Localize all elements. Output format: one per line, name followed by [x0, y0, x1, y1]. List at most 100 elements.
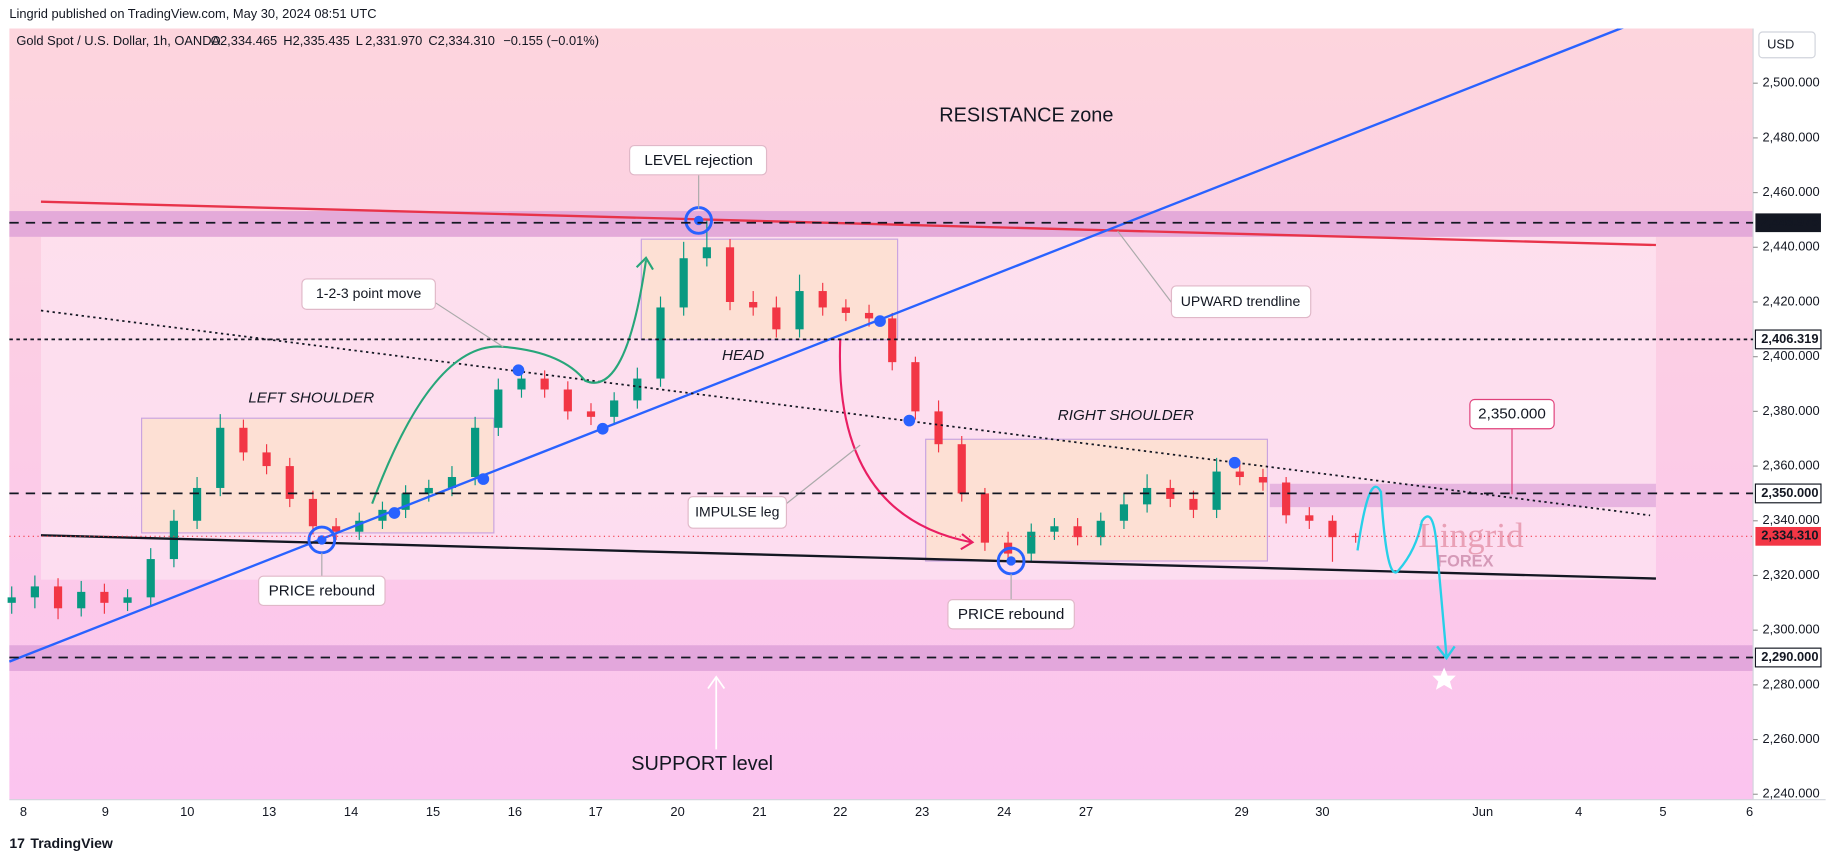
- candle-body: [1351, 535, 1360, 538]
- candle-body: [610, 400, 619, 417]
- y-tick-label: 2,460.000: [1762, 184, 1819, 199]
- price-axis: [1753, 28, 1826, 800]
- x-tick-label: 30: [1315, 804, 1329, 819]
- candle-body: [540, 378, 549, 390]
- candle-body: [401, 493, 410, 510]
- watermark-sub: FOREX: [1437, 552, 1493, 570]
- ohlc-key: O: [211, 33, 221, 48]
- candle-body: [1305, 515, 1314, 521]
- x-tick-label: 17: [589, 804, 603, 819]
- candle-body: [1166, 487, 1175, 499]
- candle-body: [957, 444, 966, 494]
- x-tick-label: 5: [1659, 804, 1666, 819]
- candle-body: [702, 247, 711, 259]
- x-tick-label: 16: [508, 804, 522, 819]
- x-tick-label: 15: [426, 804, 440, 819]
- candle-body: [725, 247, 735, 302]
- x-tick-label: 22: [833, 804, 847, 819]
- annotation: IMPULSE leg: [695, 504, 779, 520]
- ohlc-value: 2,335.435: [293, 33, 350, 48]
- y-tick-label: 2,340.000: [1762, 512, 1819, 527]
- candle-body: [888, 318, 897, 363]
- upward-trendline: [8, 20, 1639, 663]
- y-tick-label: 2,400.000: [1762, 348, 1819, 363]
- x-tick-label: 27: [1079, 804, 1093, 819]
- candle-body: [1212, 471, 1221, 510]
- watermark: Lingrid: [1418, 516, 1524, 555]
- level-label: 2,406.319: [1761, 331, 1818, 346]
- annotation: RESISTANCE zone: [939, 105, 1113, 127]
- y-tick-label: 2,500.000: [1762, 75, 1819, 90]
- y-tick-label: 2,360.000: [1762, 457, 1819, 472]
- x-tick-label: 29: [1235, 804, 1249, 819]
- currency-button[interactable]: [1758, 31, 1816, 59]
- move-curve: [371, 260, 648, 505]
- x-tick-label: 23: [915, 804, 929, 819]
- candle-body: [471, 427, 480, 478]
- x-tick-label: 13: [262, 804, 276, 819]
- candle-body: [772, 307, 781, 330]
- x-tick-label: 9: [102, 804, 109, 819]
- annotation: PRICE rebound: [269, 582, 375, 599]
- candle-body: [216, 427, 225, 488]
- x-tick-label: 10: [180, 804, 194, 819]
- candle-body: [1328, 520, 1337, 538]
- candle-body: [285, 466, 294, 499]
- annotation: PRICE rebound: [958, 606, 1064, 623]
- x-tick-label: 6: [1746, 804, 1753, 819]
- x-tick-label: 4: [1575, 804, 1582, 819]
- candle-body: [447, 477, 457, 488]
- candle-body: [934, 411, 943, 445]
- candle-body: [239, 427, 248, 453]
- candle-body: [749, 301, 758, 308]
- ohlc-key: C: [428, 33, 437, 48]
- support-arrow-head: [707, 675, 726, 690]
- x-tick-label: 14: [344, 804, 358, 819]
- footer: TradingView: [30, 835, 112, 851]
- x-tick-label: 21: [752, 804, 766, 819]
- candle-body: [77, 591, 86, 609]
- candle-body: [1282, 482, 1291, 516]
- ohlc-key: L: [356, 33, 363, 48]
- candle-body: [841, 307, 850, 313]
- candle-body: [123, 597, 132, 603]
- y-tick-label: 2,300.000: [1762, 622, 1819, 637]
- marker-dots: [317, 215, 1241, 566]
- candle-body: [1073, 526, 1082, 538]
- ohlc-value: 2,334.465: [220, 33, 277, 48]
- candle-body: [1050, 526, 1059, 532]
- y-tick-label: 2,240.000: [1762, 786, 1819, 801]
- candle-body: [53, 586, 63, 609]
- candle-body: [1119, 504, 1129, 521]
- ohlc-value: 2,331.970: [365, 33, 422, 48]
- candle-body: [517, 378, 526, 390]
- level-badge: [1755, 213, 1821, 233]
- candle-body: [332, 526, 341, 532]
- y-tick-label: 2,440.000: [1762, 239, 1819, 254]
- ohlc-value: 2,334.310: [438, 33, 495, 48]
- annotation: LEVEL rejection: [644, 152, 752, 169]
- ohlc-key: H: [283, 33, 292, 48]
- symbol: Gold Spot / U.S. Dollar, 1h, OANDA: [16, 33, 220, 48]
- time-axis: [9, 799, 1826, 826]
- candle-body: [494, 389, 503, 428]
- candle-body: [679, 258, 688, 308]
- annotation: 2,350.000: [1478, 406, 1546, 423]
- x-tick-label: Jun: [1472, 804, 1493, 819]
- candle-body: [656, 307, 665, 379]
- candle-body: [192, 487, 202, 521]
- label-boxes: [258, 144, 1555, 630]
- candle-body: [818, 291, 827, 308]
- published: Lingrid published on TradingView.com, Ma…: [9, 6, 376, 21]
- candle-body: [262, 452, 271, 467]
- annotation: LEFT SHOULDER: [248, 389, 374, 406]
- candle-body: [864, 312, 874, 319]
- candle-body: [1235, 471, 1244, 478]
- candle-body: [1189, 498, 1198, 510]
- annotation: 1-2-3 point move: [316, 285, 421, 301]
- candle-body: [424, 487, 433, 494]
- currency: USD: [1767, 36, 1794, 51]
- level-badge: [1754, 483, 1822, 504]
- level-badge: [1755, 526, 1821, 546]
- y-tick-label: 2,320.000: [1762, 567, 1819, 582]
